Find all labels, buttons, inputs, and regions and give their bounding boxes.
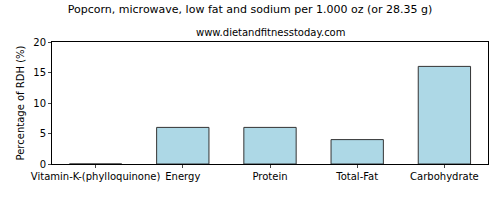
svg-text:0: 0 xyxy=(40,159,46,170)
svg-text:10: 10 xyxy=(33,98,46,109)
svg-text:Vitamin-K-(phylloquinone): Vitamin-K-(phylloquinone) xyxy=(31,171,161,182)
svg-text:20: 20 xyxy=(33,37,46,48)
svg-text:Total-Fat: Total-Fat xyxy=(335,171,378,182)
svg-text:5: 5 xyxy=(40,128,46,139)
svg-text:15: 15 xyxy=(33,67,46,78)
svg-text:Carbohydrate: Carbohydrate xyxy=(410,171,479,182)
svg-text:www.dietandfitnesstoday.com: www.dietandfitnesstoday.com xyxy=(196,27,345,38)
svg-text:Percentage of RDH (%): Percentage of RDH (%) xyxy=(15,45,26,160)
svg-text:Energy: Energy xyxy=(165,171,200,182)
svg-text:Popcorn, microwave, low fat an: Popcorn, microwave, low fat and sodium p… xyxy=(68,3,433,16)
svg-text:Protein: Protein xyxy=(252,171,287,182)
